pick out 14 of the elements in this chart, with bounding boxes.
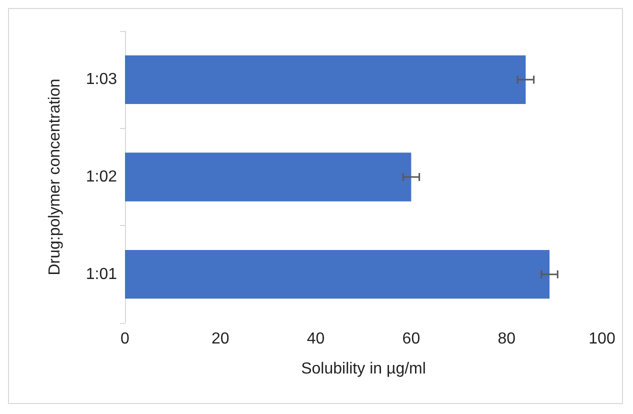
y-tick-label: 1:02	[86, 168, 118, 186]
bar	[125, 55, 526, 104]
y-axis-title: Drug:polymer concentration	[46, 78, 64, 276]
x-axis-title: Solubility in µg/ml	[301, 360, 426, 378]
x-tick-label: 40	[306, 330, 325, 348]
bar	[125, 250, 550, 299]
y-tick-label: 1:03	[86, 71, 118, 88]
x-tick-label: 60	[402, 330, 420, 348]
bar	[125, 152, 412, 202]
x-tick-label: 0	[120, 330, 130, 348]
y-tick-label: 1:01	[86, 266, 118, 283]
x-tick-label: 20	[212, 330, 230, 348]
x-tick-label: 100	[588, 330, 616, 348]
x-tick-label: 80	[498, 330, 516, 348]
